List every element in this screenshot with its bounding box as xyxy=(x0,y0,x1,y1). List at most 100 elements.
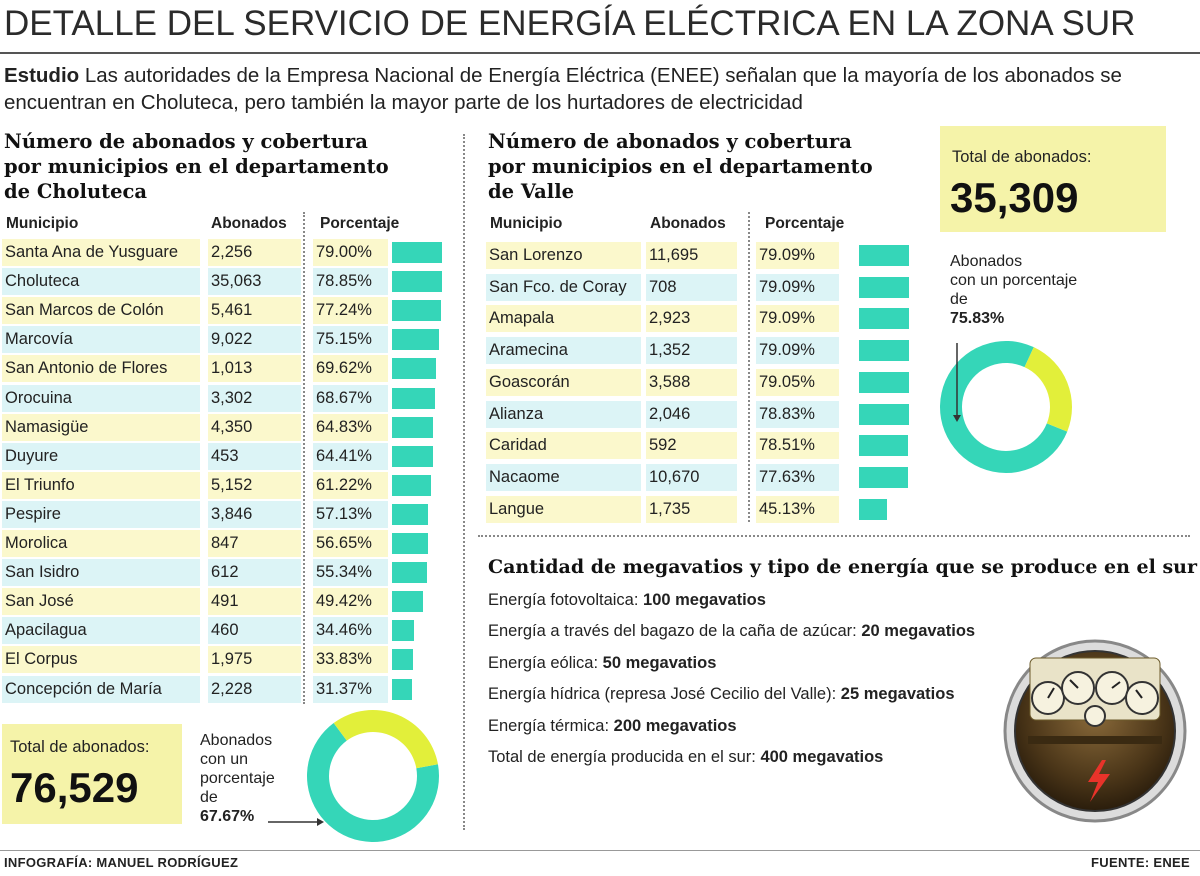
valle-bar xyxy=(859,340,909,362)
coverage-line: con un xyxy=(200,751,249,768)
choluteca-abonados: 3,846 xyxy=(208,500,301,528)
valle-row: Goascorán 3,588 79.05% xyxy=(486,368,911,396)
valle-bar xyxy=(859,466,908,488)
choluteca-row: El Corpus 1,975 33.83% xyxy=(2,646,442,674)
choluteca-abonados: 2,256 xyxy=(208,239,301,266)
choluteca-bar xyxy=(392,271,442,293)
choluteca-abonados: 491 xyxy=(208,588,301,616)
choluteca-municipio: Santa Ana de Yusguare xyxy=(2,239,200,266)
valle-abonados: 2,923 xyxy=(646,305,737,333)
choluteca-porcentaje: 57.13% xyxy=(313,500,388,528)
choluteca-heading-line: por municipios en el departamento xyxy=(4,155,389,178)
valle-porcentaje: 45.13% xyxy=(756,495,839,523)
choluteca-porcentaje: 56.65% xyxy=(313,530,388,557)
choluteca-porcentaje: 34.46% xyxy=(313,617,388,645)
valle-row: Langue 1,735 45.13% xyxy=(486,495,911,523)
choluteca-porcentaje: 49.42% xyxy=(313,588,388,616)
valle-heading-line: por municipios en el departamento xyxy=(488,155,873,178)
valle-row: Caridad 592 78.51% xyxy=(486,432,911,460)
energy-item-value: 20 megavatios xyxy=(861,622,976,641)
choluteca-porcentaje: 55.34% xyxy=(313,559,388,587)
choluteca-abonados: 453 xyxy=(208,442,301,470)
valle-donut-covered-slice xyxy=(940,341,1068,473)
energy-item-value: 25 megavatios xyxy=(840,685,955,704)
valle-porcentaje: 78.51% xyxy=(756,432,839,460)
choluteca-bar xyxy=(392,474,431,496)
energy-item: Energía hídrica (represa José Cecilio de… xyxy=(488,685,955,704)
choluteca-abonados: 612 xyxy=(208,559,301,587)
choluteca-municipio: Choluteca xyxy=(2,268,200,296)
valle-municipio: Alianza xyxy=(486,400,641,428)
valle-abonados: 2,046 xyxy=(646,400,737,428)
choluteca-municipio: Apacilagua xyxy=(2,617,200,645)
choluteca-row: San José 491 49.42% xyxy=(2,588,442,616)
choluteca-heading-line: de Choluteca xyxy=(4,180,148,203)
choluteca-col-divider xyxy=(303,212,305,704)
energy-item-value: 200 megavatios xyxy=(613,716,737,735)
valle-abonados: 3,588 xyxy=(646,368,737,396)
valle-porcentaje: 79.09% xyxy=(756,242,839,269)
valle-donut xyxy=(940,341,1072,473)
choluteca-porcentaje: 31.37% xyxy=(313,675,388,703)
choluteca-bar xyxy=(392,649,413,671)
choluteca-coverage-value: 67.67% xyxy=(200,808,255,825)
choluteca-abonados: 847 xyxy=(208,530,301,557)
choluteca-municipio: Pespire xyxy=(2,500,200,528)
valle-bar xyxy=(859,276,909,298)
valle-municipio: Goascorán xyxy=(486,368,641,396)
choluteca-abonados: 2,228 xyxy=(208,675,301,703)
choluteca-municipio: El Triunfo xyxy=(2,471,200,499)
title-rule xyxy=(0,52,1200,54)
choluteca-porcentaje: 68.67% xyxy=(313,384,388,412)
choluteca-donut xyxy=(268,710,439,842)
valle-porcentaje: 79.09% xyxy=(756,337,839,365)
choluteca-bar xyxy=(392,562,427,584)
choluteca-abonados: 460 xyxy=(208,617,301,645)
intro-paragraph: Estudio Las autoridades de la Empresa Na… xyxy=(4,62,1196,116)
coverage-line: con un porcentaje xyxy=(950,272,1078,289)
valle-municipio: San Lorenzo xyxy=(486,242,641,269)
choluteca-total-value: 76,529 xyxy=(10,764,139,811)
valle-col-divider xyxy=(748,212,750,522)
valle-abonados: 10,670 xyxy=(646,463,737,491)
choluteca-municipio: Marcovía xyxy=(2,326,200,354)
choluteca-bar xyxy=(392,329,439,351)
energy-item-value: 400 megavatios xyxy=(760,748,884,766)
choluteca-total-label: Total de abonados: xyxy=(10,738,150,756)
footer-rule xyxy=(0,850,1200,851)
choluteca-heading: Número de abonados y cobertura por munic… xyxy=(4,129,389,204)
valle-abonados: 11,695 xyxy=(646,242,737,269)
valle-coverage-value: 75.83% xyxy=(950,310,1005,327)
intro-lead: Estudio xyxy=(4,64,80,87)
valle-abonados: 708 xyxy=(646,273,737,301)
valle-row: San Lorenzo 11,695 79.09% xyxy=(486,242,911,269)
valle-abonados: 1,735 xyxy=(646,495,737,523)
choluteca-municipio: Concepción de María xyxy=(2,675,200,703)
valle-bar xyxy=(859,371,909,393)
choluteca-bar xyxy=(392,416,433,438)
energy-item-value: 100 megavatios xyxy=(643,591,766,609)
coverage-line: de xyxy=(200,789,218,806)
choluteca-porcentaje: 75.15% xyxy=(313,326,388,354)
choluteca-abonados: 4,350 xyxy=(208,413,301,441)
choluteca-row: Choluteca 35,063 78.85% xyxy=(2,268,442,296)
valle-coverage-text: Abonados con un porcentaje de 75.83% xyxy=(950,252,1077,328)
valle-col-municipio: Municipio xyxy=(490,215,563,232)
choluteca-row: San Marcos de Colón 5,461 77.24% xyxy=(2,297,442,325)
valle-porcentaje: 79.05% xyxy=(756,368,839,396)
page-title: DETALLE DEL SERVICIO DE ENERGÍA ELÉCTRIC… xyxy=(4,4,1136,43)
valle-municipio: Nacaome xyxy=(486,463,641,491)
valle-porcentaje: 79.09% xyxy=(756,273,839,301)
energy-item-label: Total de energía producida en el sur: xyxy=(488,748,761,766)
choluteca-municipio: El Corpus xyxy=(2,646,200,674)
section-divider xyxy=(478,535,1190,537)
choluteca-row: Morolica 847 56.65% xyxy=(2,530,442,557)
choluteca-abonados: 9,022 xyxy=(208,326,301,354)
coverage-line: Abonados xyxy=(950,253,1023,270)
valle-porcentaje: 77.63% xyxy=(756,463,839,491)
choluteca-municipio: San José xyxy=(2,588,200,616)
coverage-line: de xyxy=(950,291,968,308)
valle-heading-line: Número de abonados y cobertura xyxy=(488,130,852,153)
energy-item: Energía a través del bagazo de la caña d… xyxy=(488,622,975,641)
choluteca-municipio: San Isidro xyxy=(2,559,200,587)
